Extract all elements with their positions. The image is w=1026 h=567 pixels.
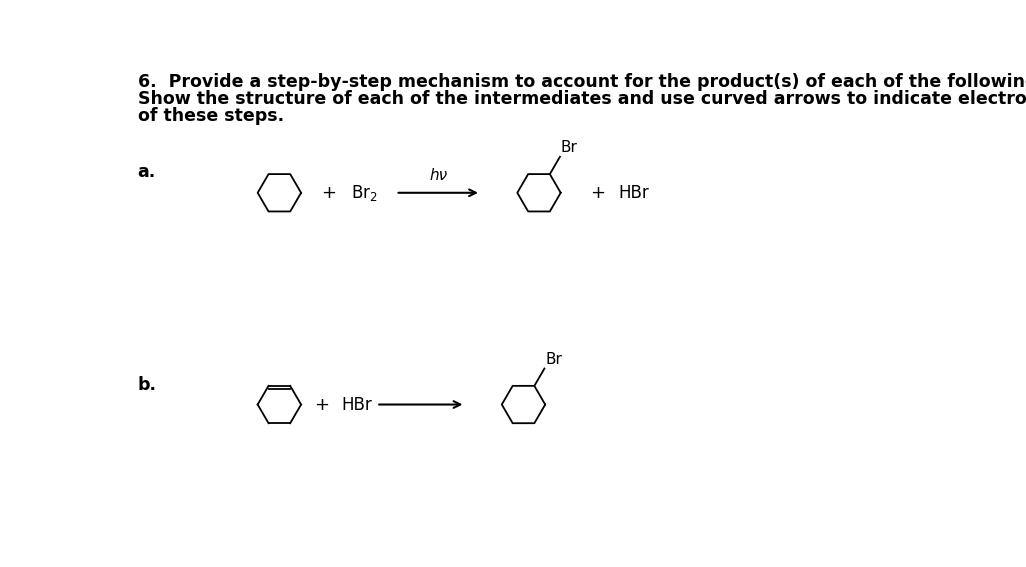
Text: Br: Br [545,352,562,367]
Text: Show the structure of each of the intermediates and use curved arrows to indicat: Show the structure of each of the interm… [137,90,1026,108]
Text: HBr: HBr [619,184,648,202]
Text: hν: hν [429,168,447,183]
Text: +: + [321,184,336,202]
Text: HBr: HBr [342,396,372,413]
Text: b.: b. [137,376,157,394]
Text: a.: a. [137,163,156,181]
Text: +: + [315,396,329,413]
Text: Br: Br [560,140,578,155]
Text: +: + [590,184,604,202]
Text: Br$_2$: Br$_2$ [351,183,378,203]
Text: of these steps.: of these steps. [137,107,283,125]
Text: 6.  Provide a step-by-step mechanism to account for the product(s) of each of th: 6. Provide a step-by-step mechanism to a… [137,74,1026,91]
